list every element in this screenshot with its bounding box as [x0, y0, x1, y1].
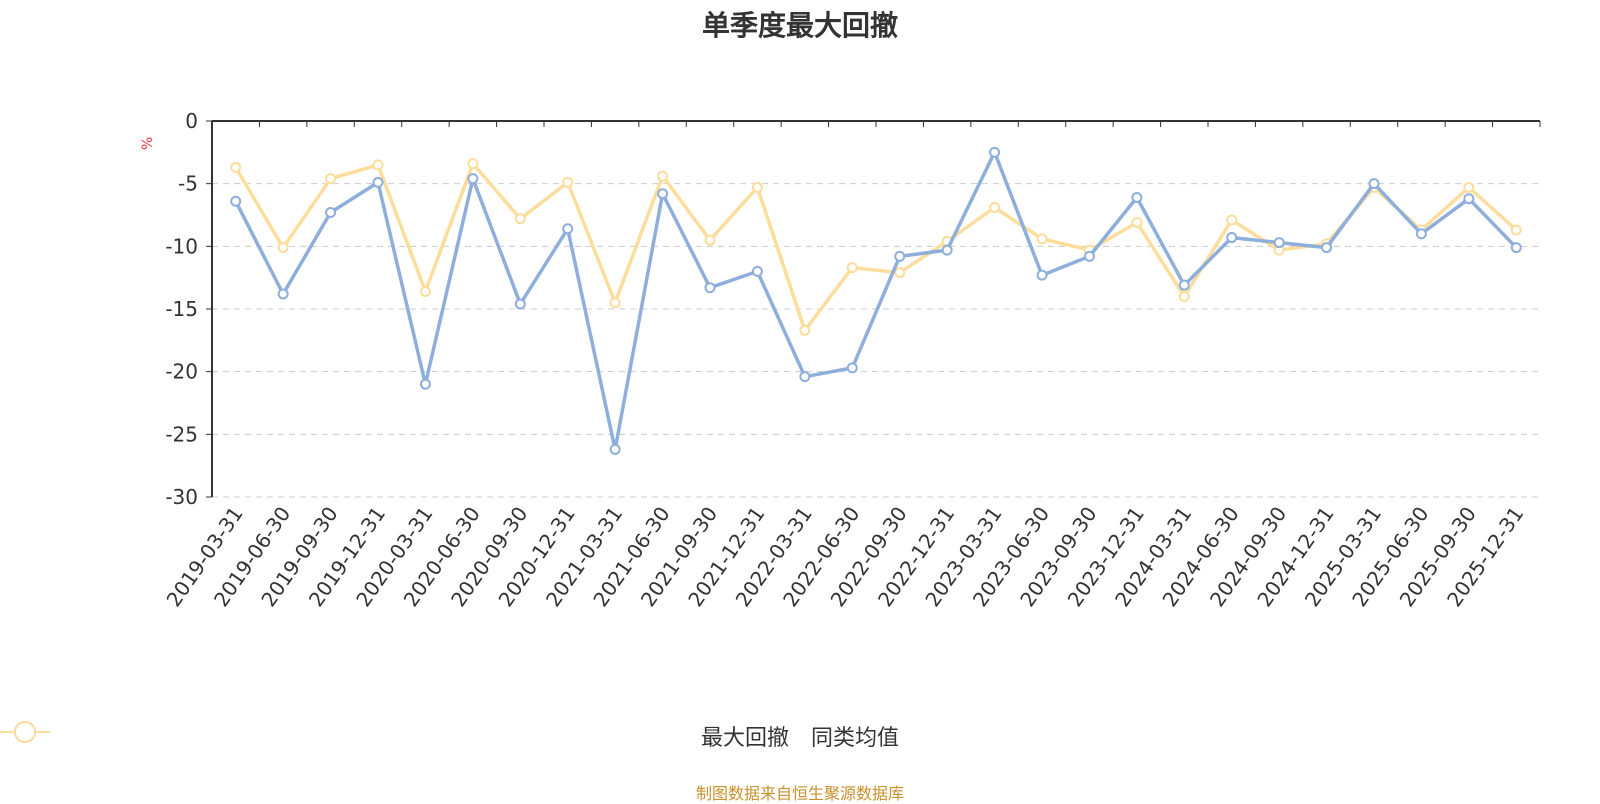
data-point-drawdown [894, 250, 906, 262]
data-point-peer-average [1131, 217, 1143, 229]
data-point-drawdown [941, 244, 953, 256]
data-point-drawdown [609, 443, 621, 455]
data-point-drawdown [846, 362, 858, 374]
data-point-peer-average [894, 267, 906, 279]
data-point-drawdown [1131, 191, 1143, 203]
data-point-peer-average [989, 201, 1001, 213]
series-line-drawdown [234, 150, 1518, 452]
data-point-peer-average [1226, 214, 1238, 226]
data-point-peer-average [230, 161, 242, 173]
data-point-drawdown [704, 282, 716, 294]
data-point-drawdown [799, 371, 811, 383]
data-point-drawdown [325, 206, 337, 218]
data-source-footer: 制图数据来自恒生聚源数据库 [695, 784, 904, 803]
legend-item-peer-average[interactable]: 同类均值 [0, 720, 900, 752]
data-point-peer-average [467, 158, 479, 170]
data-point-peer-average [704, 234, 716, 246]
data-point-peer-average [1036, 233, 1048, 245]
data-point-drawdown [514, 298, 526, 310]
data-point-drawdown [372, 176, 384, 188]
data-point-drawdown [1178, 279, 1190, 291]
data-point-drawdown [1510, 242, 1522, 254]
y-tick-label: -25 [165, 422, 198, 446]
y-tick-label: -30 [165, 485, 198, 509]
data-point-drawdown [1321, 242, 1333, 254]
data-point-drawdown [657, 188, 669, 200]
y-tick-label: 0 [185, 109, 198, 133]
data-point-drawdown [230, 195, 242, 207]
data-point-drawdown [1083, 250, 1095, 262]
data-point-drawdown [1036, 269, 1048, 281]
data-point-peer-average [325, 173, 337, 185]
data-point-peer-average [1178, 290, 1190, 302]
data-point-peer-average [657, 170, 669, 182]
data-point-peer-average [751, 181, 763, 193]
legend-label-peer-average: 同类均值 [811, 726, 900, 751]
data-point-drawdown [1273, 237, 1285, 249]
y-tick-label: -20 [165, 360, 198, 384]
legend-label-drawdown: 最大回撤 [700, 726, 789, 751]
data-point-drawdown [1368, 178, 1380, 190]
data-point-peer-average [799, 324, 811, 336]
data-point-peer-average [846, 262, 858, 274]
y-tick-label: -5 [178, 172, 198, 196]
legend-item-drawdown[interactable]: 最大回撤 [0, 720, 789, 752]
y-tick-label: -15 [165, 297, 198, 321]
data-point-peer-average [372, 159, 384, 171]
data-point-drawdown [1463, 193, 1475, 205]
data-point-peer-average [562, 176, 574, 188]
line-chart: 0-5-10-15-20-25-302019-03-312019-06-3020… [161, 109, 1541, 611]
data-point-drawdown [419, 378, 431, 390]
legend: 最大回撤 同类均值 [0, 720, 1600, 752]
data-point-drawdown [751, 265, 763, 277]
y-tick-label: -10 [165, 234, 198, 258]
chart-title: 单季度最大回撤 [701, 9, 898, 42]
series-line-peer-average [234, 161, 1518, 333]
legend-marker-peer-average [0, 721, 50, 743]
data-point-drawdown [1415, 228, 1427, 240]
data-point-drawdown [1226, 232, 1238, 244]
data-point-peer-average [1463, 181, 1475, 193]
data-point-drawdown [467, 173, 479, 185]
data-point-peer-average [514, 213, 526, 225]
data-point-peer-average [609, 297, 621, 309]
data-point-peer-average [1510, 224, 1522, 236]
data-point-drawdown [989, 146, 1001, 158]
data-point-drawdown [277, 288, 289, 300]
data-point-drawdown [562, 223, 574, 235]
data-point-peer-average [419, 285, 431, 297]
data-point-peer-average [277, 242, 289, 254]
